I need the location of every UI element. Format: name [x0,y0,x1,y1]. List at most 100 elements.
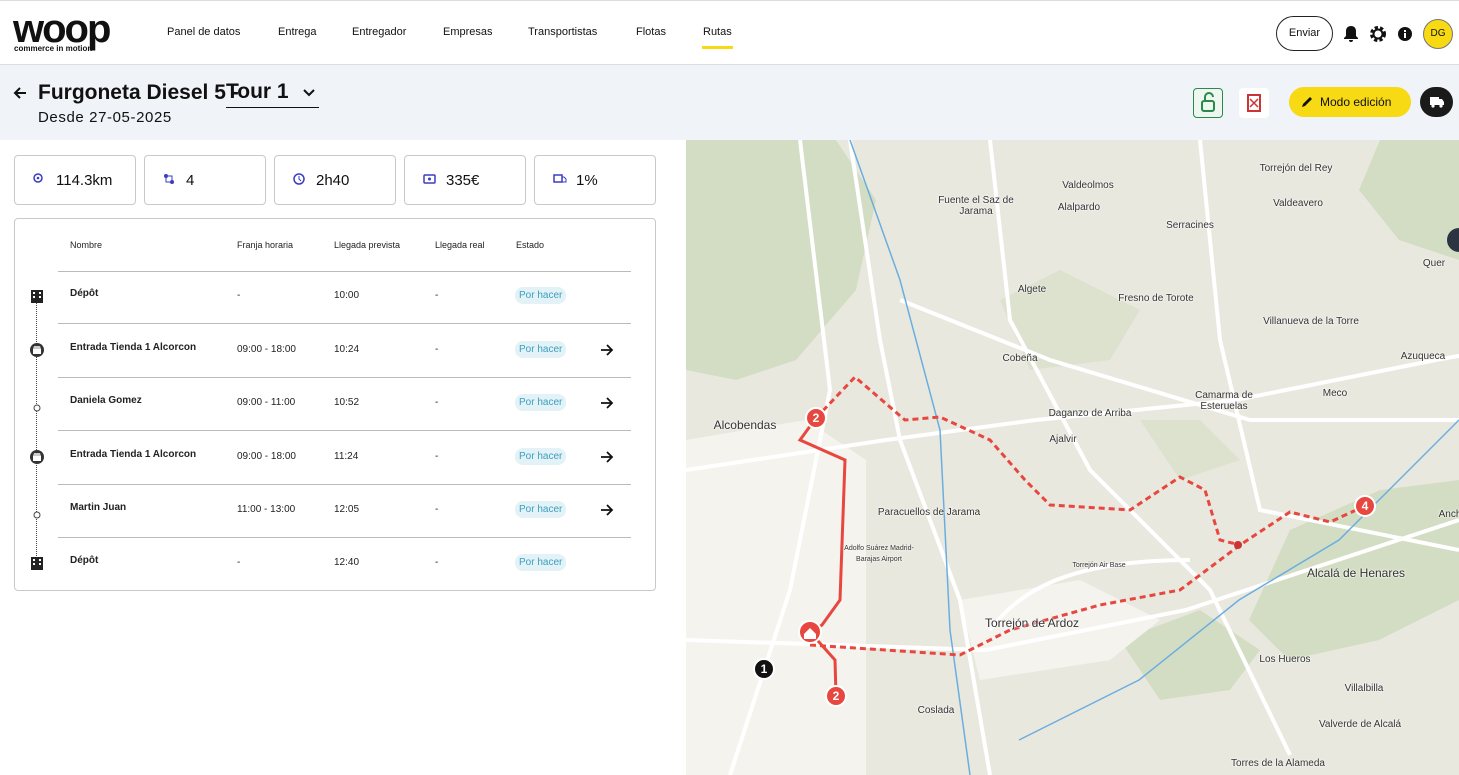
map[interactable]: Fuente el Saz de Jarama Valdeolmos Alalpar… [686,140,1459,775]
stat-card: 1% [534,155,656,205]
depot-icon [29,555,45,576]
nav-item[interactable]: Entregador [352,26,407,38]
stop-name: Martin Juan [70,502,127,513]
place-label: Torrejón de Ardoz [984,616,1080,630]
nav-item[interactable]: Flotas [636,26,666,38]
place-label: Villalbilla [1344,683,1384,694]
nav-item[interactable]: Rutas [703,26,732,38]
stat-card: 114.3km [14,155,136,205]
store-icon [29,342,45,363]
info-icon[interactable] [1397,26,1413,42]
place-label: Cobeña [1002,353,1038,364]
cell: 10:24 [334,344,360,355]
top-nav: woop commerce in motion Enviar DG [0,0,1459,65]
stat-icon [423,174,436,184]
stop-name: Dépôt [70,555,99,566]
nav-item[interactable]: Panel de datos [167,26,241,38]
unlock-button[interactable] [1193,88,1223,118]
place-label: Algete [1017,284,1047,295]
bell-icon[interactable] [1342,25,1360,43]
edit-label: Modo edición [1320,95,1392,109]
place-label: Serracines [1166,220,1214,231]
place-label: Ajalvir [1049,434,1077,445]
timeline-dot [33,506,41,524]
status-badge: Por hacer [515,448,567,465]
row-divider [58,484,631,485]
place-label: Alcobendas [713,418,777,432]
truck-button[interactable] [1420,87,1453,117]
back-arrow[interactable] [12,85,28,101]
place-label: Alalpardo [1057,202,1101,213]
stat-card: 4 [144,155,266,205]
place-label: Anch [1438,509,1459,520]
edit-mode-button[interactable]: Modo edición [1289,87,1411,117]
unassign-button[interactable] [1239,88,1269,118]
place-label: Fuente el Saz de Jarama [938,195,1014,217]
row-arrow[interactable] [600,343,614,362]
stop-name: Entrada Tienda 1 Alcorcon [70,342,197,353]
cell: - [435,290,439,301]
stat-value: 2h40 [316,172,350,189]
place-label: Meco [1322,388,1348,399]
route-solid [797,417,847,697]
row-divider [58,323,631,324]
cell: 09:00 - 18:00 [237,344,296,355]
row-divider [58,537,631,538]
row-arrow[interactable] [600,503,614,522]
nav-item[interactable]: Entrega [278,26,317,38]
place-label: Coslada [917,705,955,716]
waypoint [1234,541,1242,549]
column-header: Franja horaria [237,240,294,250]
row-divider [58,377,631,378]
active-indicator [702,46,733,49]
cell: 12:05 [334,504,360,515]
cell: 11:00 - 13:00 [237,504,296,515]
column-header: Nombre [70,240,103,250]
status-badge: Por hacer [515,501,567,518]
place-label: Camarma de Esteruelas [1195,390,1253,412]
stop-marker[interactable]: 2 [825,685,847,707]
stat-value: 1% [576,172,598,189]
place-label: Daganzo de Arriba [1048,408,1132,419]
cell: - [435,504,439,515]
stat-card: 335€ [404,155,526,205]
place-label: Quer [1422,258,1446,269]
settings-icon[interactable] [1369,25,1387,43]
send-button[interactable]: Enviar [1276,16,1333,51]
route-title: Furgoneta Diesel 5 - [38,81,239,104]
status-badge: Por hacer [515,394,567,411]
route-header: Furgoneta Diesel 5 - Tour 1 Desde 27-05-… [0,65,1459,140]
nav-item[interactable]: Transportistas [528,26,598,38]
cell: - [237,290,241,301]
row-arrow[interactable] [600,396,614,415]
column-header: Llegada real [435,240,485,250]
cell: - [435,397,439,408]
stat-icon [553,174,567,183]
row-arrow[interactable] [600,450,614,469]
stat-icon [293,173,305,185]
stat-icon [33,173,43,183]
place-label: Azuqueca [1400,351,1446,362]
row-divider [58,430,631,431]
place-label: Fresno de Torote [1118,293,1194,304]
stat-value: 335€ [446,172,480,189]
place-label: Villanueva de la Torre [1263,316,1359,327]
logo[interactable]: woop [13,7,111,51]
status-badge: Por hacer [515,287,567,304]
timeline-dot [33,399,41,417]
map-canvas [686,140,1459,775]
header-divider [58,271,631,272]
avatar[interactable]: DG [1423,19,1453,49]
stop-marker[interactable]: 1 [753,658,775,680]
place-label: Valdeavero [1273,198,1323,209]
stat-value: 4 [186,172,195,189]
place-label: Alcalá de Henares [1306,566,1406,580]
tour-select[interactable]: Tour 1 [226,80,319,108]
stat-icon [164,174,174,184]
place-label: Adolfo Suárez Madrid-Barajas Airport [844,545,914,563]
stop-name: Daniela Gomez [70,395,142,406]
stop-marker[interactable]: 4 [1354,495,1376,517]
stop-marker[interactable]: 2 [805,407,827,429]
nav-item[interactable]: Empresas [443,26,493,38]
